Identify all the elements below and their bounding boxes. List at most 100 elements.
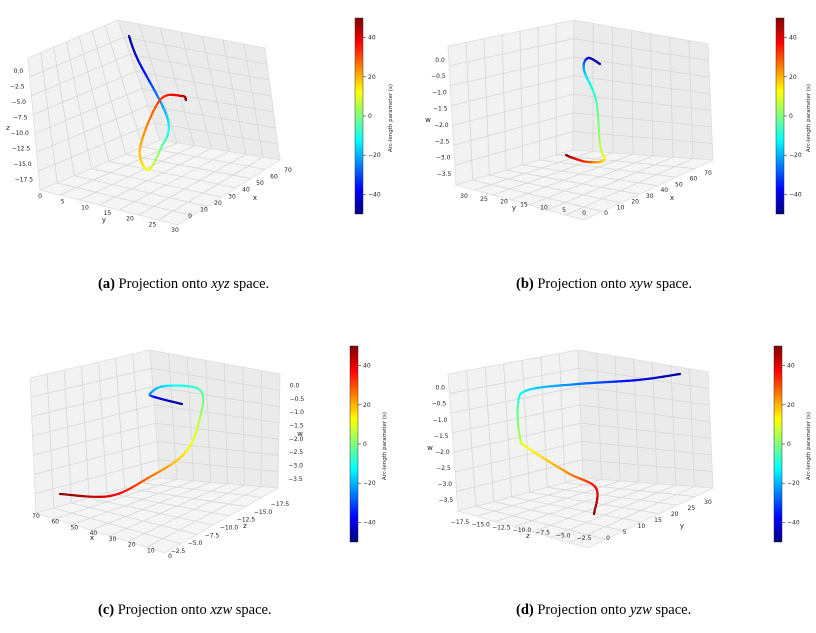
left-axis-tick-label: 5	[562, 207, 566, 214]
right-axis-tick-label: 50	[675, 181, 683, 188]
caption-vars: xyw	[630, 276, 653, 292]
vertical-axis-tick-label: −3.5	[437, 171, 452, 178]
right-pane	[578, 350, 713, 488]
caption-a: (a) Projection onto xyz space.	[98, 276, 269, 293]
colorbar-tick-label: 0	[787, 441, 791, 448]
right-axis-tick-label: 15	[654, 517, 662, 524]
right-axis-tick-label: −15.0	[254, 509, 273, 516]
colorbar-tick-label: −20	[787, 480, 800, 487]
right-axis-tick-label: 20	[631, 199, 639, 206]
vertical-axis-tick-label: −2.5	[10, 84, 25, 91]
left-axis-tick-label: 30	[109, 536, 117, 543]
left-axis-tick-label: 20	[500, 199, 508, 206]
caption-text: Projection onto	[537, 602, 626, 618]
left-axis-tick-label: 10	[81, 204, 89, 211]
right-axis-tick-label: 40	[242, 187, 250, 194]
vertical-axis-tick-label: −2.5	[436, 465, 451, 472]
colorbar-tick-label: 0	[363, 441, 367, 448]
caption-suffix: space.	[233, 276, 269, 292]
caption-d: (d) Projection onto yzw space.	[516, 602, 691, 619]
colorbar-tick-label: −20	[368, 152, 381, 159]
right-axis-tick-label: 0	[188, 213, 192, 220]
colorbar-tick-label: −40	[368, 191, 381, 198]
plot-3d-xzw: 0.0−0.5−1.0−1.5−2.0−2.5−3.0−3.5w70605040…	[0, 328, 408, 628]
right-axis-tick-label: 30	[704, 499, 712, 506]
caption-suffix: space.	[236, 602, 272, 618]
right-axis-tick-label: 10	[638, 523, 646, 530]
colorbar-tick-label: 40	[368, 35, 376, 42]
caption-text: Projection onto	[119, 276, 208, 292]
caption-vars: yzw	[630, 602, 652, 618]
colorbar-tick-label: 20	[368, 74, 376, 81]
vertical-axis-tick-label: −15.0	[13, 161, 32, 168]
colorbar-tick-label: −20	[789, 152, 802, 159]
left-axis-tick-label: 50	[70, 524, 78, 531]
left-axis-tick-label: 30	[171, 227, 179, 234]
left-axis-tick-label: −12.5	[492, 524, 511, 531]
vertical-axis-tick-label: −5.0	[11, 99, 26, 106]
vertical-axis-tick-label: −7.5	[13, 115, 28, 122]
colorbar	[350, 346, 358, 542]
colorbar-title: Arc-length parameter (s)	[806, 412, 812, 480]
colorbar-tick-label: 0	[789, 113, 793, 120]
left-axis-tick-label: −5.0	[556, 532, 571, 539]
plot-3d-xyz: 0.0−2.5−5.0−7.5−10.0−12.5−15.0−17.5z0510…	[0, 0, 408, 300]
left-axis-tick-label: 25	[480, 196, 488, 203]
vertical-axis-tick-label: −0.5	[431, 73, 446, 80]
vertical-axis-tick-label: −3.0	[436, 155, 451, 162]
vertical-axis-tick-label: 0.0	[290, 382, 300, 389]
caption-vars: xyz	[211, 276, 230, 292]
left-axis-tick-label: 0	[582, 210, 586, 217]
left-axis-tick-label: 70	[32, 513, 40, 520]
right-axis-tick-label: 0	[604, 210, 608, 217]
right-axis-tick-label: −17.5	[271, 501, 290, 508]
vertical-axis-tick-label: −3.5	[288, 476, 303, 483]
left-axis-tick-label: 20	[128, 542, 136, 549]
colorbar-tick-label: 40	[789, 35, 797, 42]
vertical-axis-tick-label: −1.0	[433, 417, 448, 424]
right-axis-tick-label: 40	[660, 187, 668, 194]
plot-3d-yzw: 0.0−0.5−1.0−1.5−2.0−2.5−3.0−3.5w−17.5−15…	[408, 328, 816, 628]
left-axis-tick-label: 5	[61, 199, 65, 206]
left-axis-tick-label: 30	[460, 193, 468, 200]
vertical-axis-tick-label: 0.0	[14, 68, 24, 75]
left-axis-tick-label: 25	[149, 221, 157, 228]
colorbar-tick-label: −20	[363, 480, 376, 487]
right-axis-label: z	[243, 522, 247, 530]
colorbar-tick-label: 20	[787, 402, 795, 409]
caption-c: (c) Projection onto xzw space.	[98, 602, 272, 619]
colorbar-title: Arc-length parameter (s)	[388, 84, 394, 152]
right-axis-tick-label: 0	[606, 535, 610, 542]
colorbar-tick-label: −40	[787, 519, 800, 526]
caption-suffix: space.	[655, 602, 691, 618]
left-axis-tick-label: −2.5	[577, 535, 592, 542]
colorbar-title: Arc-length parameter (s)	[382, 412, 388, 480]
vertical-axis-tick-label: −1.5	[289, 422, 304, 429]
right-axis-tick-label: −2.5	[171, 548, 186, 555]
right-axis-label: x	[253, 194, 257, 202]
right-axis-tick-label: 60	[270, 174, 278, 181]
left-axis-tick-label: −17.5	[451, 519, 470, 526]
caption-text: Projection onto	[118, 602, 207, 618]
vertical-axis-tick-label: −0.5	[432, 401, 447, 408]
vertical-axis-tick-label: −12.5	[12, 146, 31, 153]
vertical-axis-tick-label: 0.0	[435, 385, 445, 392]
right-axis-tick-label: 30	[646, 193, 654, 200]
left-axis-tick-label: 60	[51, 519, 59, 526]
vertical-axis-tick-label: 0.0	[435, 57, 445, 64]
colorbar-tick-label: 20	[789, 74, 797, 81]
left-axis-tick-label: 10	[540, 204, 548, 211]
right-axis-tick-label: 5	[623, 529, 627, 536]
left-axis-label: z	[526, 532, 530, 540]
vertical-axis-tick-label: −3.0	[437, 481, 452, 488]
right-axis-tick-label: 70	[704, 170, 712, 177]
vertical-axis-tick-label: −17.5	[15, 176, 34, 183]
vertical-axis-tick-label: −1.0	[289, 409, 304, 416]
vertical-axis-tick-label: −3.5	[439, 497, 454, 504]
vertical-axis-label: w	[297, 430, 303, 438]
right-axis-tick-label: 50	[256, 180, 264, 187]
right-axis-tick-label: −5.0	[188, 540, 203, 547]
caption-b: (b) Projection onto xyw space.	[516, 276, 692, 293]
right-axis-label: y	[680, 522, 684, 530]
